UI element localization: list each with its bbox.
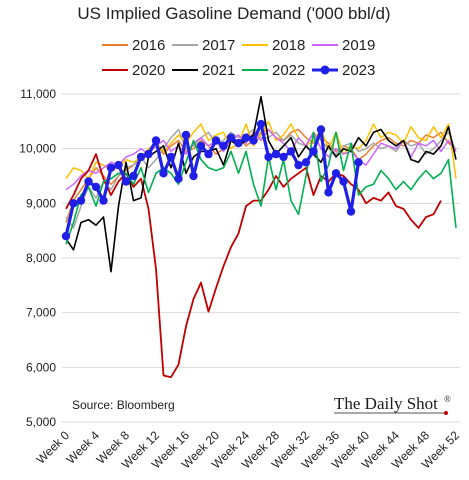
data-point-2023 — [309, 147, 318, 156]
legend-label: 2022 — [272, 62, 305, 79]
legend-label: 2021 — [202, 62, 235, 79]
data-point-2023 — [264, 152, 273, 162]
legend-label: 2016 — [132, 37, 165, 54]
data-point-2023 — [219, 141, 228, 151]
brand-dot — [444, 411, 448, 415]
data-point-2023 — [84, 177, 93, 186]
data-point-2023 — [136, 152, 146, 162]
series-markers — [61, 119, 363, 241]
brand-name: The Daily Shot — [334, 394, 438, 413]
data-point-2023 — [106, 163, 116, 172]
y-tick-label: 10,000 — [19, 142, 56, 156]
data-point-2023 — [331, 169, 341, 178]
data-point-2023 — [189, 171, 198, 181]
data-point-2023 — [234, 139, 243, 148]
series-line-2022 — [65, 131, 457, 245]
data-point-2023 — [181, 130, 191, 140]
data-point-2023 — [271, 149, 281, 159]
y-tick-label: 9,000 — [26, 196, 56, 210]
data-point-2023 — [294, 160, 303, 170]
data-point-2023 — [241, 133, 251, 142]
data-point-2023 — [256, 119, 266, 129]
data-point-2023 — [99, 196, 108, 205]
series-line-2021 — [65, 95, 457, 273]
data-point-2023 — [129, 171, 138, 181]
series-lines — [64, 95, 457, 379]
data-point-2023 — [249, 136, 258, 145]
legend-label: 2020 — [132, 62, 165, 79]
y-tick-label: 8,000 — [26, 251, 56, 265]
series-line-2018 — [65, 120, 457, 180]
data-point-2023 — [204, 149, 213, 159]
data-point-2023 — [69, 199, 78, 208]
brand-logo: The Daily Shot ® — [334, 394, 451, 415]
y-tick-label: 7,000 — [26, 306, 56, 320]
series-line-2016 — [65, 128, 457, 223]
legend-label: 2018 — [272, 37, 305, 54]
data-point-2023 — [339, 177, 348, 186]
data-point-2023 — [196, 141, 206, 151]
data-point-2023 — [324, 188, 333, 197]
data-point-2023 — [211, 136, 221, 145]
data-point-2023 — [279, 152, 288, 162]
y-tick-label: 6,000 — [26, 360, 56, 374]
data-point-2023 — [301, 158, 311, 167]
data-point-2023 — [144, 149, 153, 159]
data-point-2023 — [121, 177, 131, 186]
legend-label: 2023 — [342, 62, 375, 79]
legend: 2016 2017 2018 2019 2020 2021 2022 2023 — [102, 37, 375, 79]
y-axis-ticks: 5,000 6,000 7,000 8,000 9,000 10,000 11,000 — [19, 87, 56, 429]
series-line-2019 — [65, 128, 457, 191]
data-point-2023 — [91, 182, 101, 192]
source-note: Source: Bloomberg — [72, 398, 175, 412]
legend-label: 2019 — [342, 37, 375, 54]
chart-title: US Implied Gasoline Demand ('000 bbl/d) — [77, 4, 390, 23]
data-point-2023 — [114, 160, 123, 170]
legend-marker — [320, 65, 330, 75]
data-point-2023 — [286, 147, 296, 156]
data-point-2023 — [174, 174, 183, 183]
data-point-2023 — [354, 158, 363, 167]
y-tick-label: 11,000 — [20, 87, 56, 101]
legend-label: 2017 — [202, 37, 235, 54]
series-line-2017 — [65, 128, 457, 229]
data-point-2023 — [76, 196, 86, 205]
brand-mark: ® — [444, 394, 451, 404]
data-point-2023 — [226, 133, 236, 142]
data-point-2023 — [166, 152, 176, 162]
data-point-2023 — [151, 136, 161, 145]
data-point-2023 — [61, 231, 71, 241]
y-tick-label: 5,000 — [26, 415, 56, 429]
data-point-2023 — [346, 207, 356, 216]
data-point-2023 — [316, 125, 326, 134]
data-point-2023 — [159, 169, 168, 178]
